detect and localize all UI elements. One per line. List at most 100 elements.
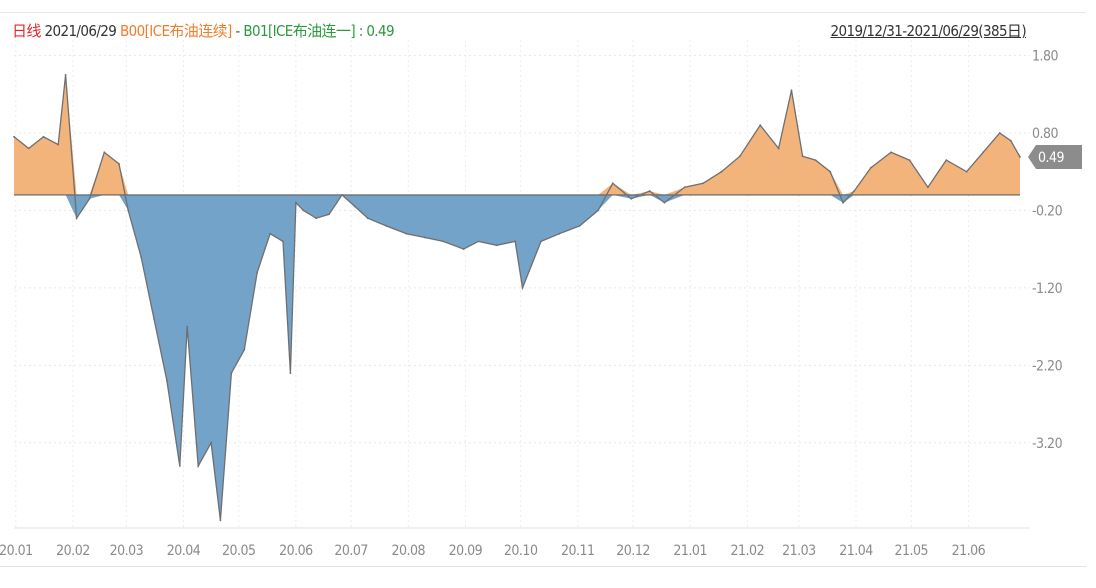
data-point — [578, 225, 581, 227]
data-point — [153, 318, 155, 320]
data-point — [42, 135, 45, 138]
chart-ticks: 1.80 0.80 -0.20 -1.20 -2.20 -3.20 20.01 20.02 20… — [0, 48, 1063, 559]
data-point — [88, 197, 91, 200]
data-point — [982, 151, 985, 154]
last-value-tag — [1028, 144, 1082, 169]
data-point — [127, 209, 130, 212]
data-point — [366, 217, 369, 220]
series-separator: - — [235, 22, 240, 40]
data-point — [424, 236, 426, 239]
data-point — [442, 240, 445, 243]
data-point — [558, 232, 561, 235]
x-tick-label: 20.09 — [449, 543, 483, 559]
x-tick-label: 20.04 — [167, 543, 201, 559]
data-point — [341, 194, 343, 196]
data-point — [611, 182, 614, 185]
bottom-divider — [0, 566, 1086, 567]
data-point — [219, 519, 222, 522]
data-point — [814, 159, 817, 162]
frequency-label: 日线 — [12, 22, 41, 40]
y-tick-label: -1.20 — [1032, 281, 1063, 297]
data-point — [13, 135, 15, 138]
x-tick-label: 20.12 — [616, 543, 650, 559]
series-line — [13, 74, 1021, 521]
data-point — [282, 240, 284, 243]
data-point — [166, 379, 168, 382]
data-point — [630, 197, 633, 200]
data-point — [328, 213, 330, 216]
data-point — [597, 209, 599, 212]
data-point — [75, 217, 78, 220]
data-point — [256, 271, 259, 274]
date-range-link[interactable]: 2019/12/31-2021/06/29(385日) — [830, 22, 1027, 40]
data-point — [27, 147, 30, 150]
data-point — [315, 217, 318, 220]
x-tick-label: 20.01 — [0, 543, 33, 559]
data-point — [243, 348, 246, 351]
data-point — [269, 232, 271, 235]
data-point — [683, 186, 686, 189]
last-value-text: 0.49 — [1038, 150, 1065, 166]
data-point — [739, 155, 741, 158]
y-tick-label: -0.20 — [1032, 203, 1063, 219]
data-point — [790, 89, 793, 92]
x-tick-label: 21.03 — [782, 543, 816, 559]
data-point — [890, 151, 892, 154]
data-point — [140, 256, 143, 258]
data-point — [64, 74, 67, 76]
data-point — [801, 155, 804, 158]
chart-header: 日线 2021/06/29 B00[ICE布油连续] - B01[ICE布油连一… — [12, 20, 395, 41]
data-point — [1009, 139, 1012, 142]
data-point — [186, 325, 189, 328]
data-point — [462, 248, 465, 251]
y-tick-label: -3.20 — [1032, 436, 1063, 452]
positive-area — [14, 74, 1020, 195]
top-divider — [0, 12, 1086, 13]
data-point — [514, 240, 517, 243]
data-point — [829, 170, 832, 173]
x-tick-label: 20.03 — [110, 543, 144, 559]
data-point — [927, 186, 929, 189]
y-tick-label: 1.80 — [1032, 48, 1059, 64]
data-point — [759, 124, 762, 127]
data-point — [1019, 156, 1021, 158]
date-label: 2021/06/29 — [44, 22, 117, 40]
data-point — [663, 201, 666, 204]
data-point — [842, 201, 844, 204]
data-point — [197, 465, 200, 467]
data-point — [354, 205, 356, 208]
chart-areas — [13, 74, 1021, 522]
data-point — [210, 441, 213, 444]
data-point — [57, 143, 60, 146]
data-point — [965, 170, 968, 173]
data-point — [853, 190, 856, 192]
chart-grid — [14, 40, 1030, 529]
current-value: : 0.49 — [358, 22, 395, 40]
data-point — [777, 147, 780, 150]
data-point — [477, 240, 480, 243]
data-point — [945, 159, 948, 162]
x-tick-label: 20.07 — [334, 543, 368, 559]
data-point — [648, 190, 651, 192]
x-tick-label: 20.11 — [561, 543, 595, 559]
y-tick-label: 0.80 — [1032, 126, 1059, 142]
data-point — [302, 209, 305, 212]
data-point — [405, 232, 408, 235]
data-point — [295, 201, 297, 204]
data-point — [289, 372, 292, 374]
data-point — [720, 170, 723, 173]
x-tick-label: 21.04 — [839, 543, 873, 559]
x-tick-label: 21.02 — [731, 543, 765, 559]
negative-area — [14, 194, 1020, 521]
x-tick-label: 21.05 — [895, 543, 929, 559]
x-tick-label: 20.10 — [504, 543, 538, 559]
series2-label: B01[ICE布油连一] — [243, 22, 355, 40]
data-point — [521, 287, 524, 289]
data-point — [869, 166, 872, 169]
data-point — [230, 372, 233, 374]
data-point — [118, 163, 120, 165]
x-tick-label: 20.06 — [279, 543, 313, 559]
last-value-marker: 0.49 — [1028, 144, 1082, 169]
y-tick-label: -2.20 — [1032, 358, 1063, 374]
